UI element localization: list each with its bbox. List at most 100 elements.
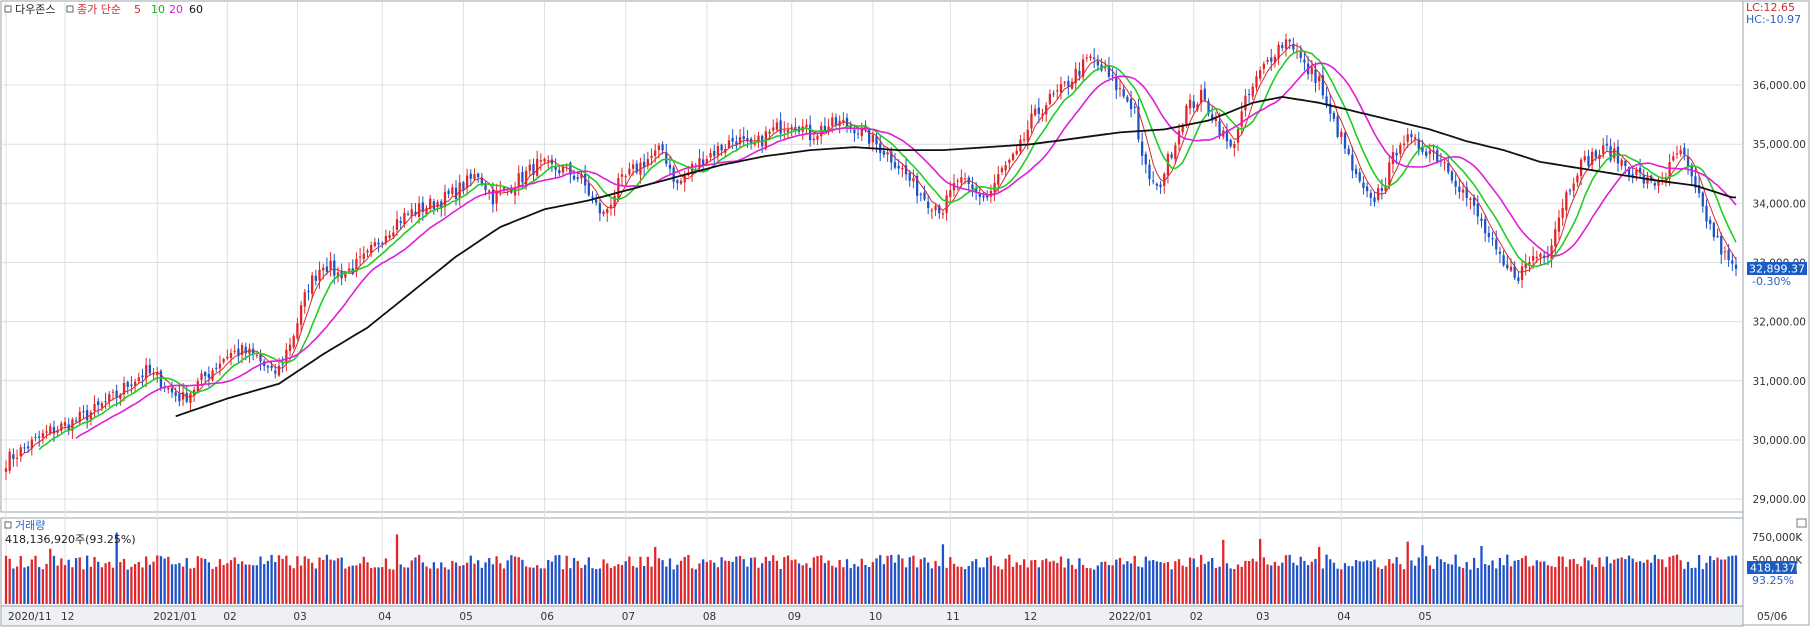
volume-bar <box>1520 558 1524 604</box>
volume-bar <box>502 568 506 604</box>
candle-body <box>222 359 225 363</box>
volume-bar <box>1664 567 1668 604</box>
candle-body <box>536 159 539 176</box>
candle-body <box>373 242 377 247</box>
last-price-change: -0.30% <box>1752 275 1791 288</box>
symbol-name[interactable]: 다우존스 <box>15 3 55 16</box>
volume-bar <box>1391 563 1395 604</box>
volume-bar <box>156 555 159 604</box>
candle-body <box>119 394 122 399</box>
candle-body <box>1528 262 1531 265</box>
ma-period-60[interactable]: 60 <box>189 3 203 16</box>
last-price-badge <box>1747 262 1807 275</box>
volume-bar <box>1284 555 1288 604</box>
candle-body <box>698 158 701 169</box>
volume-bar <box>1550 566 1553 604</box>
candle-body <box>679 180 683 184</box>
volume-bar <box>1159 562 1162 604</box>
volume-bar <box>1052 560 1055 604</box>
volume-bar <box>1694 567 1697 604</box>
volume-bar <box>1491 560 1494 604</box>
candle-body <box>1074 68 1077 84</box>
volume-bar <box>1019 564 1022 604</box>
candle-body <box>665 152 668 164</box>
volume-bar <box>1140 567 1144 604</box>
candle-body <box>1314 69 1317 84</box>
volume-bar <box>174 564 177 604</box>
volume-title[interactable]: 거래량 <box>15 519 45 532</box>
ma-period-10[interactable]: 10 <box>151 3 165 16</box>
ma-period-5[interactable]: 5 <box>134 3 141 16</box>
x-tick-label: 02 <box>1190 611 1203 623</box>
volume-bar <box>993 565 996 604</box>
volume-bar <box>318 557 321 604</box>
candle-body <box>1318 76 1321 82</box>
volume-bar <box>591 568 594 604</box>
moving-average-lines <box>20 44 1737 458</box>
volume-bar <box>569 568 572 604</box>
candle-body <box>1417 139 1420 150</box>
volume-bar <box>628 556 631 604</box>
volume-bar <box>1354 560 1358 604</box>
candle-body <box>303 292 306 307</box>
candle-body <box>1104 67 1107 69</box>
volume-bar <box>1218 566 1221 604</box>
volume-bar <box>1067 558 1070 604</box>
volume-bar <box>1679 560 1682 604</box>
candle-body <box>554 166 557 170</box>
volume-bar <box>1122 564 1125 604</box>
ma-period-20[interactable]: 20 <box>169 3 183 16</box>
volume-bar <box>668 558 672 604</box>
volume-bar <box>617 564 620 604</box>
volume-bar <box>392 569 395 604</box>
x-axis-end-label: 05/06 <box>1757 611 1788 623</box>
volume-bar <box>949 557 952 604</box>
volume-bar <box>381 567 384 604</box>
volume-bar <box>292 568 295 604</box>
volume-bar <box>26 566 30 604</box>
volume-bar <box>558 554 561 604</box>
candle-body <box>1240 111 1243 127</box>
volume-bar <box>842 567 845 604</box>
volume-bar <box>705 561 708 604</box>
x-tick-label: 04 <box>378 611 392 623</box>
volume-bar <box>237 563 240 604</box>
volume-panel-button[interactable] <box>1796 518 1807 528</box>
volume-bar <box>1365 560 1369 604</box>
volume-bar <box>469 555 472 604</box>
candle-body <box>1148 164 1151 180</box>
candle-body <box>930 210 934 212</box>
volume-bar <box>1646 559 1649 604</box>
volume-bar <box>764 556 768 604</box>
volume-bar <box>572 557 576 604</box>
candle-body <box>1137 106 1140 140</box>
volume-bar <box>1554 567 1557 604</box>
candle-body <box>12 454 15 459</box>
volume-bar <box>499 563 502 604</box>
candle-body <box>38 436 41 438</box>
candle-body <box>890 151 893 163</box>
volume-bar <box>576 560 579 604</box>
candle-body <box>1605 143 1609 146</box>
volume-bar <box>1657 559 1660 604</box>
volume-bar <box>783 557 786 604</box>
volume-bar <box>602 559 605 604</box>
candle-body <box>1362 182 1365 189</box>
candle-body <box>1225 130 1229 142</box>
candle-body <box>1354 168 1358 175</box>
candle-body <box>1587 156 1590 166</box>
volume-bar <box>757 567 760 604</box>
candle-body <box>882 150 886 155</box>
candle-body <box>1594 150 1597 158</box>
candle-body <box>1343 133 1347 149</box>
volume-bar <box>1340 569 1343 604</box>
ma-type-label[interactable]: 종가 단순 <box>77 3 121 16</box>
candle-body <box>97 401 100 406</box>
candle-body <box>462 182 465 191</box>
volume-bar <box>772 555 775 604</box>
volume-bar <box>561 569 565 604</box>
candle-body <box>1144 154 1147 165</box>
candle-body <box>381 242 384 244</box>
candle-body <box>1129 98 1133 110</box>
volume-bar <box>1461 568 1465 604</box>
